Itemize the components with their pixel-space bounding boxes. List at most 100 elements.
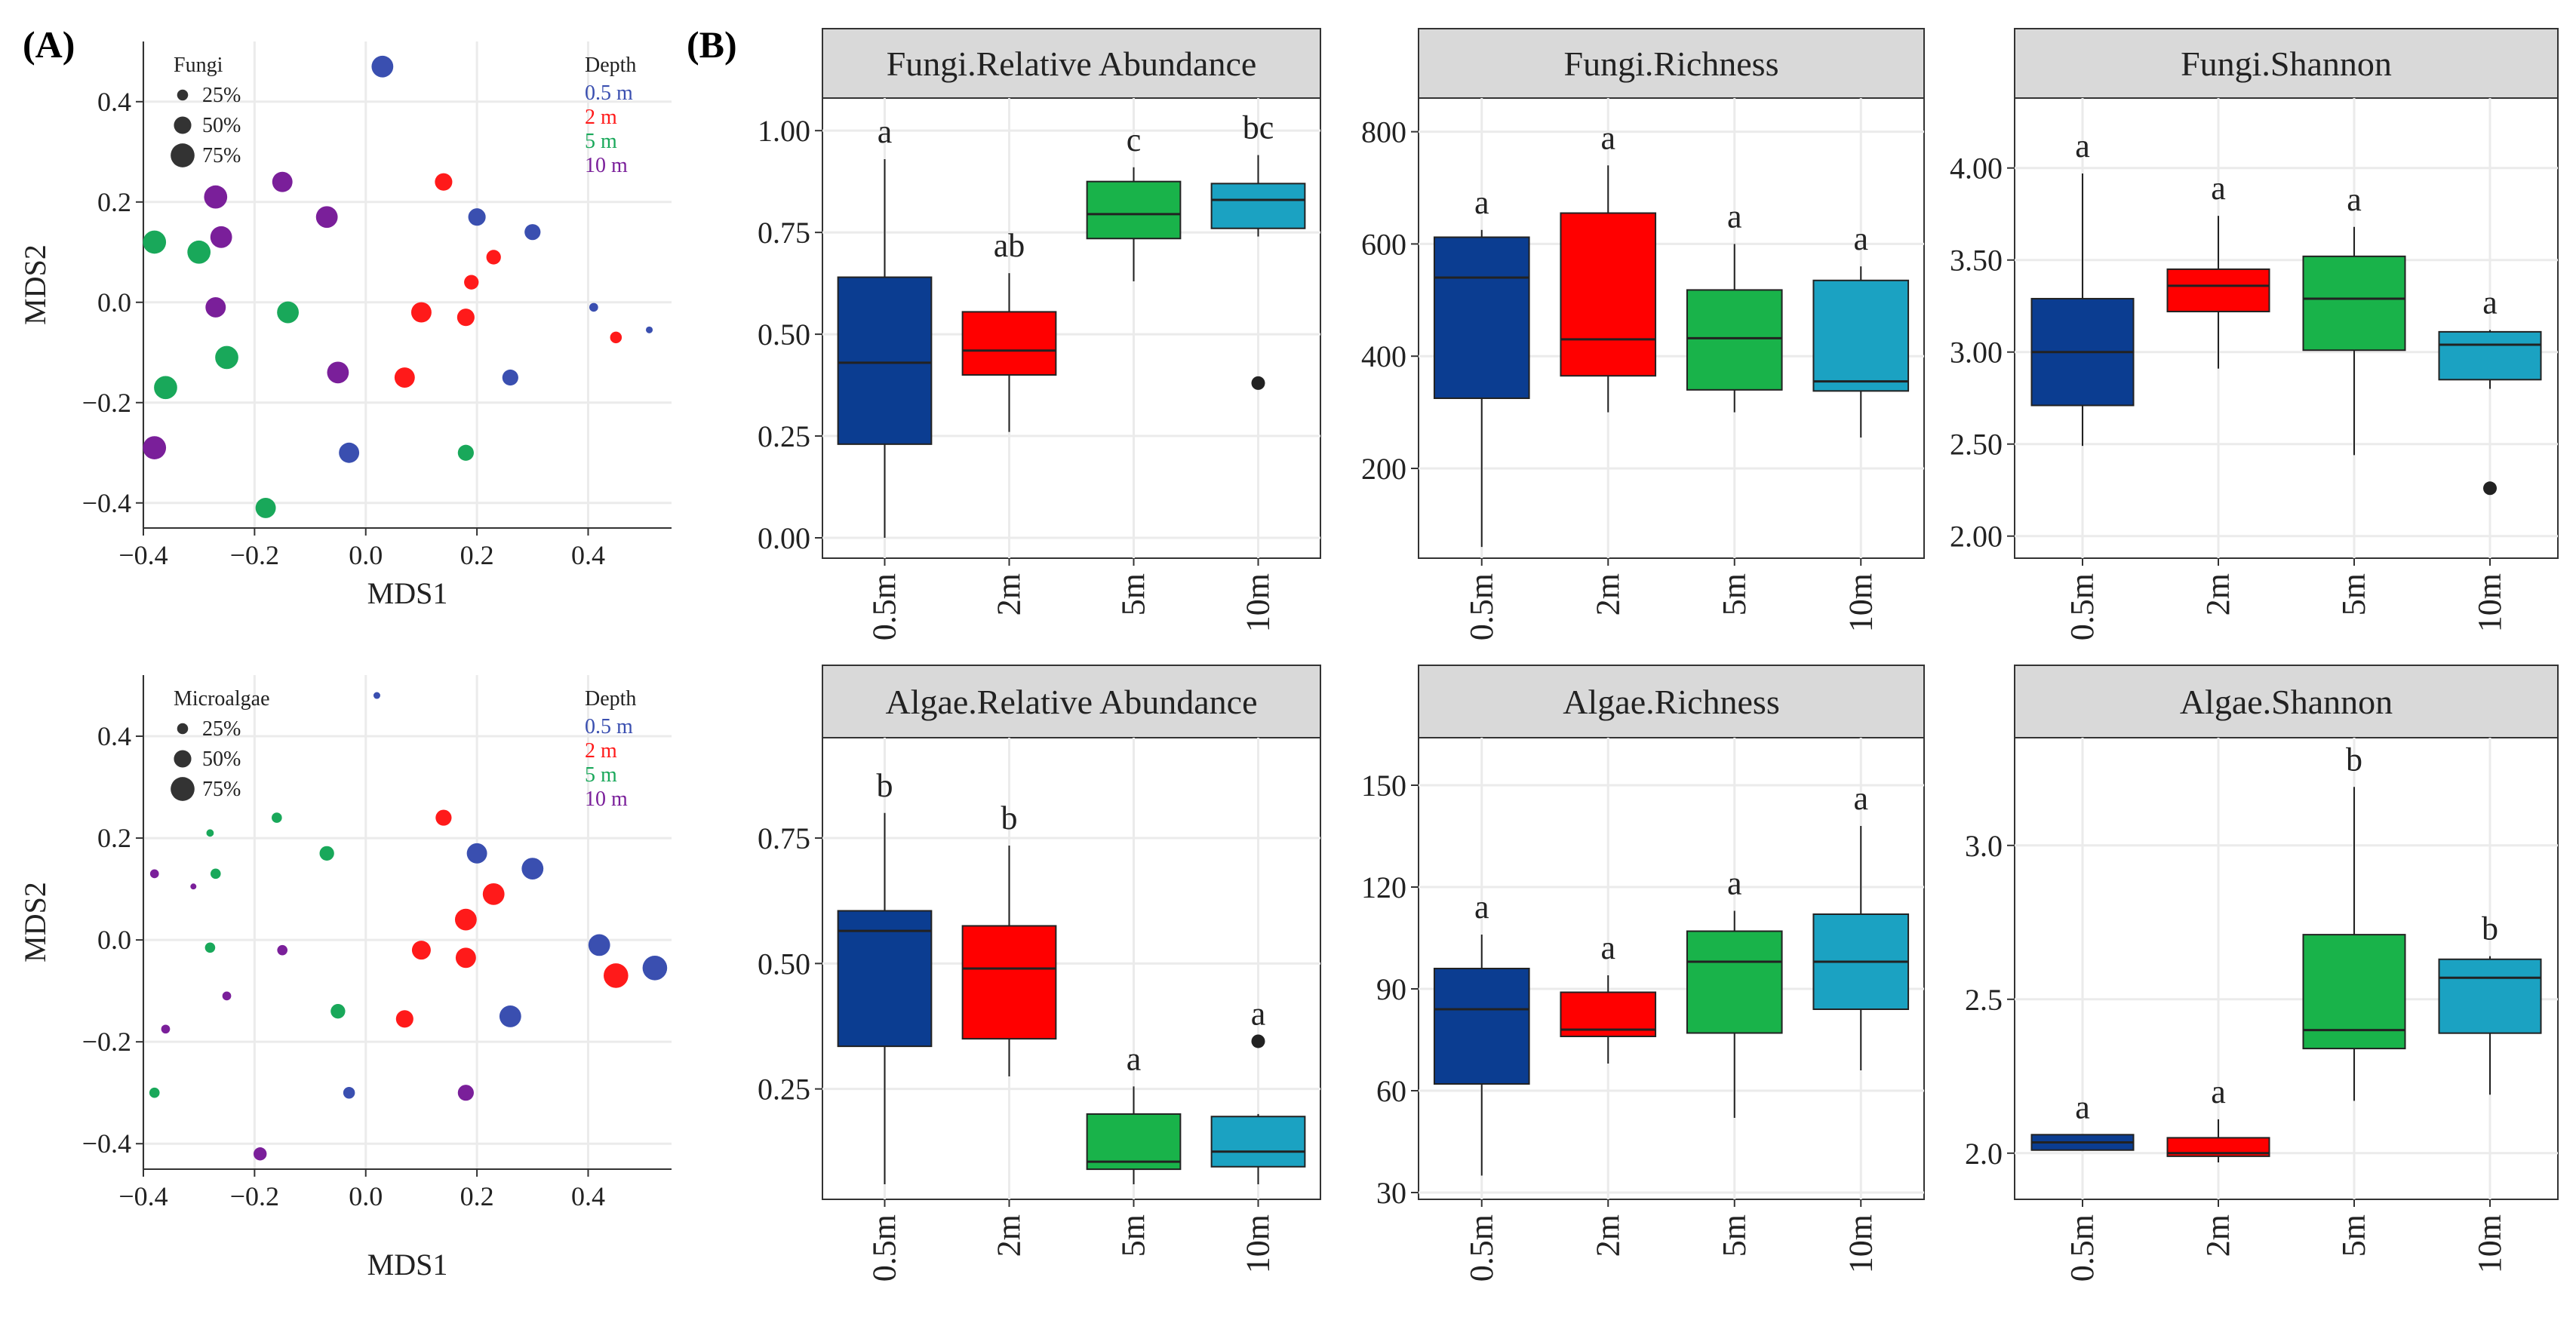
- x-tick-label: 2m: [1589, 573, 1626, 616]
- box-0.5m: [1433, 968, 1530, 1085]
- facet-strip: [1418, 665, 1925, 738]
- data-point: [319, 846, 334, 861]
- significance-letter: a: [1600, 119, 1615, 156]
- data-point: [455, 947, 476, 969]
- data-point: [339, 442, 360, 463]
- size-legend-marker: [174, 750, 192, 768]
- x-tick-label: 10m: [2471, 1214, 2508, 1273]
- box-0.5m: [1433, 236, 1530, 399]
- y-tick-label: 90: [1376, 972, 1406, 1006]
- significance-letter: a: [1474, 184, 1489, 221]
- data-point: [395, 1010, 413, 1028]
- data-point: [646, 326, 653, 333]
- data-point: [210, 226, 232, 248]
- y-tick-label: 0.2: [97, 823, 131, 853]
- y-tick-label: 0.0: [97, 925, 131, 955]
- size-legend-marker: [177, 723, 189, 735]
- size-legend-marker: [174, 116, 192, 134]
- size-legend-label: 25%: [202, 84, 241, 107]
- x-tick-label: −0.2: [230, 1181, 279, 1211]
- data-point: [149, 1087, 160, 1098]
- data-point: [642, 955, 668, 981]
- y-tick-label: 1.00: [758, 114, 810, 148]
- data-point: [464, 275, 479, 290]
- data-point: [272, 812, 282, 823]
- x-tick-label: 0.0: [349, 1181, 383, 1211]
- x-tick-label: 2m: [2199, 1214, 2236, 1257]
- significance-letter: b: [877, 767, 893, 804]
- fungi_shannon-panel: Fungi.Shannon 2.00 2.50 3.00 3.50 4.00 0.5m 2m 5…: [1950, 28, 2559, 640]
- y-tick-label: 2.5: [1965, 983, 2003, 1017]
- y-tick-label: 0.2: [97, 187, 131, 217]
- significance-letter: a: [2482, 284, 2498, 321]
- y-tick-label: 0.25: [758, 419, 810, 453]
- x-tick-label: 5m: [2335, 1214, 2372, 1257]
- x-tick-label: 0.5m: [2064, 1214, 2101, 1282]
- x-tick-label: 2m: [991, 1214, 1028, 1257]
- data-point: [486, 250, 501, 265]
- color-legend-label: 10 m: [585, 154, 628, 177]
- size-legend-marker: [171, 777, 195, 801]
- x-tick-label: 5m: [1716, 573, 1753, 616]
- x-tick-label: 2m: [2199, 573, 2236, 616]
- box-2m: [1560, 212, 1657, 377]
- box-5m: [1086, 1113, 1182, 1171]
- box-10m: [1210, 1116, 1306, 1168]
- significance-letter: a: [878, 113, 893, 150]
- color-legend-label: 2 m: [585, 739, 617, 763]
- data-point: [435, 173, 453, 191]
- data-point: [206, 829, 214, 837]
- facet-title: Algae.Shannon: [2180, 683, 2393, 721]
- data-point: [204, 185, 228, 209]
- data-point: [327, 361, 349, 384]
- y-tick-label: 60: [1376, 1074, 1406, 1108]
- y-tick-label: 30: [1376, 1176, 1406, 1210]
- size-legend-title: Fungi: [174, 54, 223, 77]
- significance-letter: a: [2075, 1088, 2090, 1125]
- fungi_richness-panel: Fungi.Richness 200 400 600 800 0.5m 2m 5m 10m a a a…: [1361, 28, 1925, 640]
- size-legend-label: 75%: [202, 778, 241, 801]
- data-point: [277, 944, 288, 956]
- data-point: [588, 934, 610, 956]
- facet-title: Fungi.Relative Abundance: [887, 45, 1257, 83]
- x-tick-label: −0.2: [230, 540, 279, 570]
- data-point: [457, 1085, 474, 1101]
- y-tick-label: 3.00: [1950, 336, 2003, 370]
- color-legend-label: 5 m: [585, 763, 617, 787]
- data-point: [187, 240, 211, 264]
- panel-b-label: (B): [687, 23, 737, 66]
- data-point: [143, 230, 167, 254]
- data-point: [204, 942, 216, 953]
- color-legend-label: 5 m: [585, 130, 617, 153]
- box-5m: [1686, 289, 1783, 391]
- facet-title: Algae.Richness: [1563, 683, 1779, 721]
- data-point: [255, 497, 276, 518]
- data-point: [315, 206, 338, 229]
- data-point: [589, 302, 598, 312]
- size-legend-title: Microalgae: [174, 687, 270, 711]
- outlier-point: [1251, 1034, 1265, 1048]
- significance-letter: b: [2346, 741, 2362, 778]
- y-tick-label: −0.4: [82, 488, 131, 518]
- fungi_ra-panel: Fungi.Relative Abundance 0.00 0.25 0.50 0.75…: [758, 28, 1321, 640]
- box-5m: [2302, 934, 2406, 1050]
- size-legend-label: 25%: [202, 717, 241, 741]
- data-point: [482, 883, 505, 905]
- x-tick-label: −0.4: [118, 540, 168, 570]
- y-tick-label: 2.0: [1965, 1137, 2003, 1171]
- data-point: [149, 869, 159, 879]
- data-point: [210, 868, 221, 880]
- x-tick-label: 10m: [1240, 573, 1277, 632]
- facet-title: Fungi.Richness: [1564, 45, 1779, 83]
- size-legend-marker: [177, 89, 189, 101]
- color-legend-label: 10 m: [585, 787, 628, 811]
- box-2m: [2166, 268, 2270, 313]
- y-tick-label: 800: [1361, 115, 1406, 149]
- data-point: [215, 345, 238, 370]
- y-tick-label: 0.00: [758, 521, 810, 555]
- data-point: [330, 1004, 346, 1019]
- data-point: [254, 1147, 267, 1161]
- significance-letter: a: [2347, 181, 2362, 218]
- data-point: [222, 991, 232, 1001]
